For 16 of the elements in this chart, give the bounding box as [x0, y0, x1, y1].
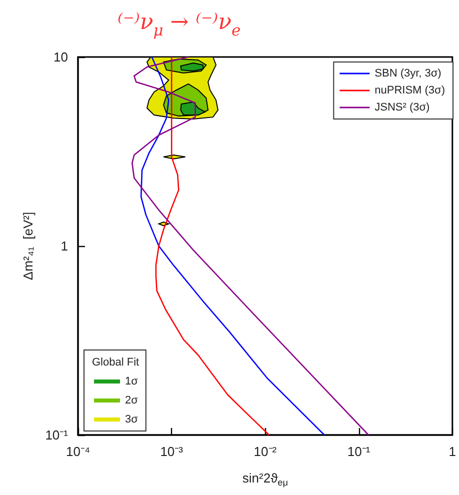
legend-title: Global Fit	[92, 356, 140, 368]
legend-label: SBN (3yr, 3σ)	[374, 68, 442, 80]
y-tick-label: 1	[60, 238, 68, 254]
legend-label: 3σ	[125, 414, 138, 426]
x-tick-label: 10⁻⁴	[66, 444, 90, 459]
legend-label: nuPRISM (3σ)	[374, 84, 446, 96]
x-tick-label: 10⁻²	[254, 444, 278, 459]
y-tick-label: 10	[54, 50, 68, 64]
y-tick-label: 10⁻¹	[45, 428, 69, 442]
legend-label: JSNS² (3σ)	[374, 102, 430, 114]
x-tick-label: 1	[448, 444, 456, 459]
y-axis-title: Δm²₄₁ [eV²]	[20, 212, 36, 280]
legend-label: 2σ	[125, 394, 138, 406]
x-tick-label: 10⁻³	[160, 444, 184, 459]
x-tick-label: 10⁻¹	[347, 444, 371, 459]
legend-label: 1σ	[125, 376, 138, 388]
